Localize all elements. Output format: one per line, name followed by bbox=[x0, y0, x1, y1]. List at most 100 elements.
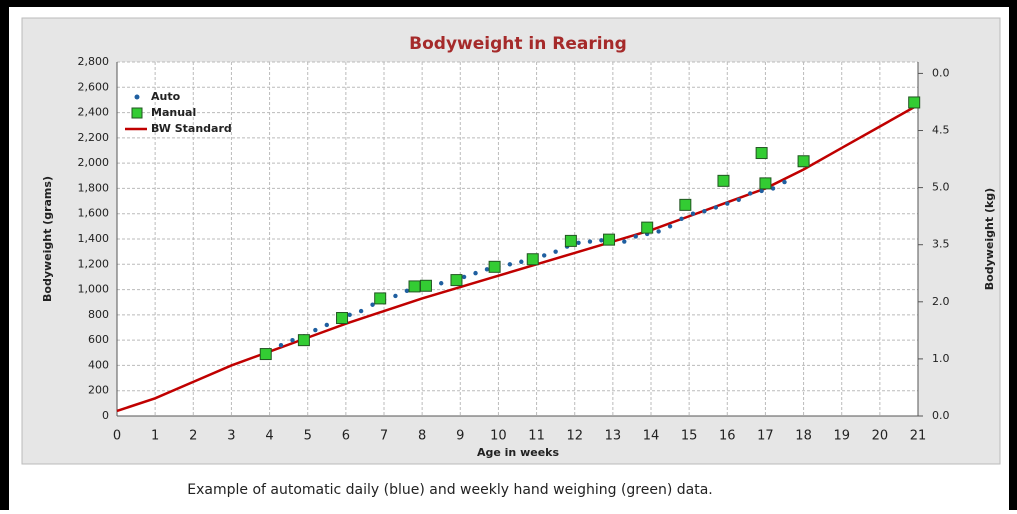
x-tick-label: 2 bbox=[189, 429, 197, 444]
auto-point bbox=[576, 240, 581, 245]
y2-tick-label: 2.0 bbox=[932, 295, 950, 308]
x-tick-label: 17 bbox=[757, 429, 774, 444]
legend-swatch bbox=[131, 107, 143, 119]
auto-point bbox=[473, 270, 478, 276]
y-tick-label: 1,200 bbox=[78, 257, 110, 270]
y-tick-label: 2,400 bbox=[78, 106, 110, 119]
manual-point bbox=[797, 155, 810, 168]
x-tick-label: 0 bbox=[113, 429, 121, 444]
auto-point bbox=[553, 249, 558, 254]
y-tick-label: 200 bbox=[88, 384, 109, 397]
auto-point bbox=[667, 224, 673, 229]
x-tick-label: 4 bbox=[265, 429, 273, 444]
manual-point bbox=[450, 274, 463, 287]
x-tick-label: 5 bbox=[304, 429, 312, 444]
legend-label: Manual bbox=[151, 106, 196, 119]
auto-point bbox=[656, 229, 661, 234]
auto-point bbox=[313, 327, 318, 333]
x-axis-title: Age in weeks bbox=[477, 446, 560, 459]
auto-point bbox=[759, 188, 764, 194]
x-tick-label: 13 bbox=[605, 429, 622, 444]
caption: Example of automatic daily (blue) and we… bbox=[187, 482, 712, 498]
y2-axis-title: Bodyweight (kg) bbox=[983, 188, 996, 290]
auto-point bbox=[599, 238, 604, 243]
legend-label: Auto bbox=[151, 90, 181, 103]
x-tick-label: 12 bbox=[566, 429, 583, 444]
x-tick-label: 14 bbox=[643, 429, 660, 444]
left-border bbox=[0, 0, 9, 510]
manual-point bbox=[374, 292, 387, 305]
x-tick-label: 6 bbox=[342, 429, 350, 444]
auto-point bbox=[713, 205, 719, 210]
auto-point bbox=[622, 239, 627, 244]
x-tick-label: 10 bbox=[490, 429, 507, 444]
auto-point bbox=[290, 337, 295, 343]
auto-point bbox=[770, 186, 776, 191]
auto-point bbox=[507, 262, 513, 267]
y2-tick-label: 1.0 bbox=[932, 352, 950, 365]
auto-point bbox=[633, 234, 638, 239]
manual-point bbox=[259, 348, 272, 361]
auto-point bbox=[747, 191, 753, 196]
auto-point bbox=[324, 322, 329, 328]
manual-point bbox=[603, 233, 616, 246]
auto-point bbox=[587, 239, 593, 244]
y-tick-label: 1,400 bbox=[78, 232, 110, 245]
manual-point bbox=[419, 279, 432, 292]
y-tick-label: 400 bbox=[88, 358, 109, 371]
line-series bbox=[116, 103, 919, 413]
auto-point bbox=[393, 293, 398, 299]
auto-point bbox=[519, 259, 524, 264]
top-border bbox=[0, 0, 1017, 7]
x-tick-label: 15 bbox=[681, 429, 698, 444]
x-tick-label: 7 bbox=[380, 429, 388, 444]
y2-tick-label: 4.5 bbox=[932, 124, 950, 137]
manual-point bbox=[336, 312, 349, 325]
x-tick-label: 3 bbox=[227, 429, 235, 444]
y-tick-label: 0 bbox=[102, 409, 109, 422]
auto-point bbox=[278, 343, 284, 348]
y-tick-label: 2,600 bbox=[78, 80, 110, 93]
y-tick-label: 2,000 bbox=[78, 156, 110, 169]
auto-point bbox=[679, 216, 684, 221]
manual-point bbox=[526, 253, 539, 266]
y-axis-title: Bodyweight (grams) bbox=[41, 176, 54, 302]
x-tick-label: 18 bbox=[795, 429, 812, 444]
auto-point bbox=[725, 201, 730, 206]
manual-point bbox=[717, 174, 730, 187]
manual-point bbox=[488, 260, 501, 273]
manual-point bbox=[297, 334, 310, 347]
x-tick-label: 1 bbox=[151, 429, 159, 444]
y-tick-label: 1,600 bbox=[78, 207, 110, 220]
legend-swatch bbox=[134, 94, 140, 100]
y-tick-label: 1,000 bbox=[78, 283, 110, 296]
x-tick-label: 8 bbox=[418, 429, 426, 444]
manual-point bbox=[408, 280, 421, 293]
auto-point bbox=[690, 211, 696, 216]
manual-point bbox=[564, 234, 577, 247]
auto-point bbox=[404, 288, 410, 294]
y-tick-label: 2,800 bbox=[78, 55, 110, 68]
auto-point bbox=[484, 267, 490, 272]
auto-point bbox=[782, 179, 787, 185]
auto-point bbox=[439, 281, 444, 286]
manual-point bbox=[759, 177, 772, 190]
chart-title: Bodyweight in Rearing bbox=[409, 34, 627, 54]
y-tick-label: 2,200 bbox=[78, 131, 110, 144]
manual-point bbox=[908, 96, 921, 109]
x-tick-label: 16 bbox=[719, 429, 736, 444]
right-border bbox=[1009, 0, 1017, 510]
x-tick-label: 11 bbox=[528, 429, 545, 444]
y-tick-label: 800 bbox=[88, 308, 109, 321]
auto-point bbox=[736, 197, 741, 203]
auto-point bbox=[542, 253, 547, 258]
auto-point bbox=[461, 274, 467, 280]
auto-point bbox=[347, 312, 352, 318]
legend-label: BW Standard bbox=[151, 122, 232, 135]
x-tick-label: 21 bbox=[910, 429, 927, 444]
x-tick-label: 19 bbox=[833, 429, 850, 444]
auto-point bbox=[702, 208, 707, 214]
auto-point bbox=[370, 302, 375, 307]
manual-point bbox=[641, 221, 654, 234]
